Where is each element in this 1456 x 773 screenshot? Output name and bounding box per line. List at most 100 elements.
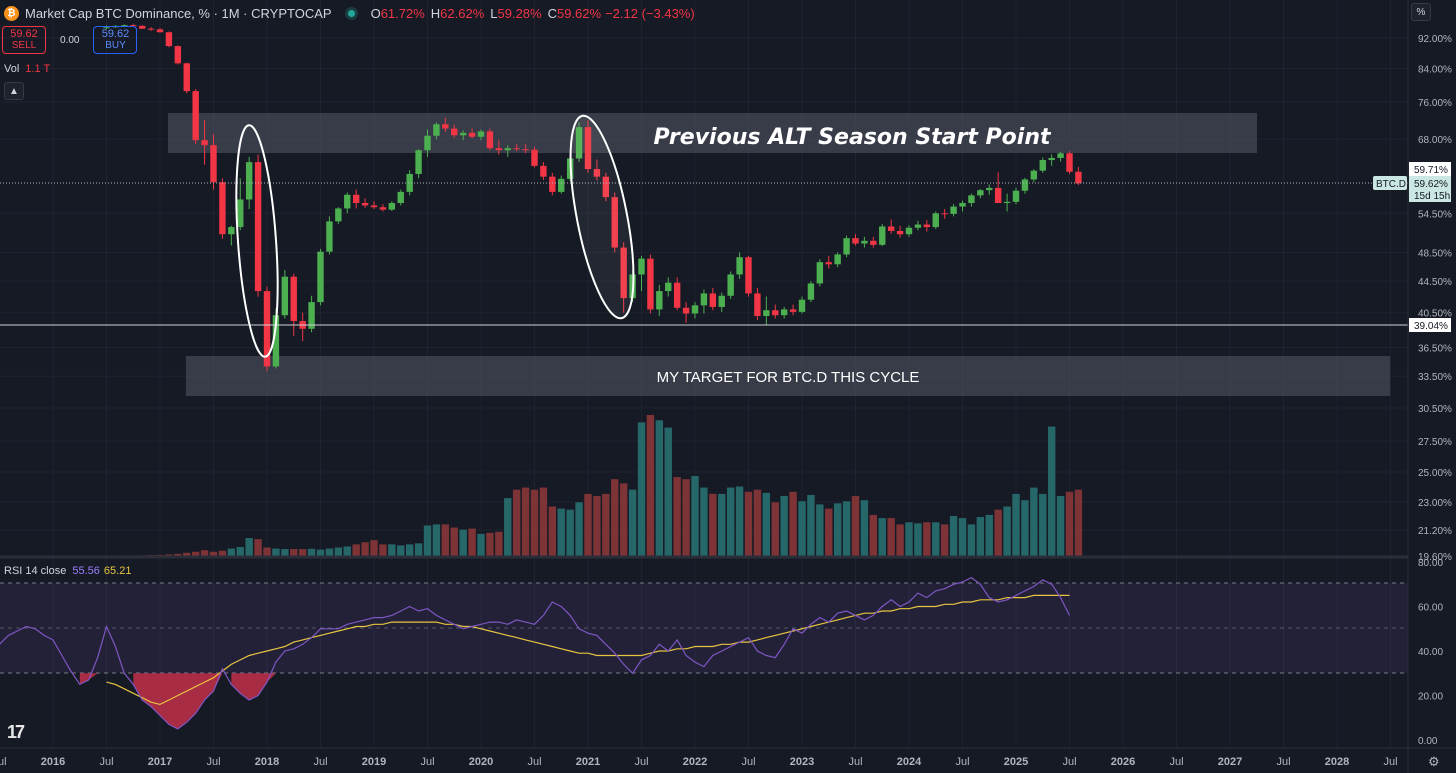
- candle-body: [870, 240, 877, 245]
- highlight-ellipses: [235, 114, 635, 358]
- volume-bar: [290, 549, 298, 557]
- volume-bar: [1030, 487, 1038, 557]
- candle-body: [772, 310, 779, 316]
- rsi-pane: [0, 576, 1408, 730]
- volume-bar: [700, 487, 708, 557]
- volume-bar: [352, 544, 360, 557]
- candle-body: [201, 140, 208, 146]
- volume-bar: [646, 415, 655, 557]
- volume-bar: [183, 552, 191, 557]
- price-axis[interactable]: 92.00% 84.00% 76.00% 68.00% 54.50% 48.50% 44.5…: [1418, 34, 1452, 563]
- rsi-tick-label: 20.00: [1418, 692, 1443, 703]
- volume-bar: [1003, 506, 1011, 557]
- candle-body: [468, 132, 476, 137]
- price-tick-label: 76.00%: [1418, 98, 1452, 109]
- time-axis[interactable]: Jul 2016 Jul 2017 Jul 2018 Jul 2019 Jul 2020 Jul 20…: [0, 756, 1398, 768]
- collapse-legend-button[interactable]: ▲: [4, 82, 24, 100]
- candle-body: [905, 227, 913, 235]
- candle-body: [718, 295, 725, 307]
- volume-bar: [637, 422, 646, 557]
- candle-body: [156, 29, 164, 33]
- volume-bar: [325, 548, 334, 557]
- volume-bar: [940, 524, 949, 557]
- candle-body: [308, 302, 315, 329]
- time-tick-label: 2022: [683, 756, 707, 768]
- change-value: −2.12 (−3.43%): [605, 5, 695, 21]
- open-value: 61.72%: [380, 5, 425, 21]
- time-tick-label: 2028: [1325, 756, 1349, 768]
- volume-bar: [379, 544, 387, 557]
- target-label: MY TARGET FOR BTC.D THIS CYCLE: [657, 369, 920, 386]
- candle-body: [584, 127, 592, 170]
- buy-label: BUY: [105, 40, 126, 51]
- market-status-icon: [347, 9, 355, 17]
- candle-body: [977, 190, 984, 196]
- candle-body: [183, 63, 190, 92]
- candle-body: [1030, 170, 1038, 180]
- price-tick-label: 84.00%: [1418, 64, 1452, 75]
- volume-bar: [896, 524, 904, 557]
- rsi-legend[interactable]: RSI 14 close 55.56 65.21: [4, 565, 131, 577]
- candle-body: [932, 213, 939, 228]
- rsi-line: [0, 576, 1071, 730]
- volume-bar: [459, 529, 467, 557]
- alt-season-label: Previous ALT Season Start Point: [653, 125, 1052, 150]
- volume-bar: [236, 547, 244, 557]
- symbol-title[interactable]: Market Cap BTC Dominance, % · 1M · CRYPT…: [25, 5, 332, 21]
- volume-bar: [1074, 489, 1083, 557]
- gear-icon[interactable]: ⚙: [1428, 754, 1440, 769]
- close-label: C: [547, 5, 557, 21]
- volume-bar: [584, 493, 592, 557]
- candle-body: [245, 162, 253, 200]
- volume-bar: [932, 522, 940, 557]
- tradingview-logo-icon[interactable]: 17: [7, 722, 25, 742]
- annotation-zones: Previous ALT Season Start Point MY TARGE…: [168, 113, 1390, 396]
- buy-button[interactable]: 59.62 BUY: [93, 26, 138, 54]
- volume-bar: [468, 528, 476, 557]
- candle-body: [513, 148, 520, 150]
- candle-body: [673, 282, 681, 308]
- candle-body: [1075, 171, 1082, 184]
- time-tick-label: 2017: [148, 756, 172, 768]
- time-tick-label: Jul: [955, 756, 969, 768]
- candle-body: [682, 307, 690, 314]
- volume-bar: [851, 495, 860, 557]
- volume-bar: [949, 515, 958, 557]
- volume-bar: [967, 524, 976, 557]
- rsi-axis[interactable]: 80.00 60.00 40.00 20.00 0.00: [1418, 558, 1443, 747]
- time-tick-label: Jul: [0, 756, 7, 768]
- price-tick-label: 92.00%: [1418, 34, 1452, 45]
- time-tick-label: 2027: [1218, 756, 1242, 768]
- volume-bar: [985, 514, 993, 557]
- volume-bar: [343, 546, 351, 557]
- candle-body: [754, 293, 761, 317]
- volume-legend[interactable]: Vol 1.1 T: [4, 63, 50, 75]
- volume-bar: [191, 551, 200, 557]
- volume-bar: [512, 489, 521, 557]
- candle-body: [388, 203, 396, 210]
- volume-bar: [1056, 495, 1065, 557]
- candle-body: [700, 293, 708, 306]
- volume-bar: [218, 550, 227, 557]
- high-tag-bg: [1409, 162, 1451, 176]
- volume-bar: [842, 501, 851, 557]
- volume-bar: [1039, 493, 1047, 557]
- candle-body: [1003, 201, 1011, 204]
- candle-body: [335, 208, 342, 222]
- time-tick-label: Jul: [527, 756, 541, 768]
- time-tick-label: Jul: [634, 756, 648, 768]
- buy-price: 59.62: [101, 28, 130, 40]
- candle-body: [451, 128, 458, 136]
- candle-body: [121, 25, 128, 27]
- sell-button[interactable]: 59.62 SELL: [2, 26, 46, 54]
- volume-bar: [174, 553, 182, 557]
- alt-season-zone: [168, 113, 1257, 153]
- volume-bar: [664, 427, 672, 557]
- volume-bar: [718, 493, 726, 557]
- candle-body: [210, 145, 217, 183]
- candle-body: [406, 173, 413, 192]
- candle-body: [843, 238, 850, 255]
- price-tick-label: 48.50%: [1418, 248, 1452, 259]
- percent-scale-button[interactable]: %: [1411, 3, 1431, 21]
